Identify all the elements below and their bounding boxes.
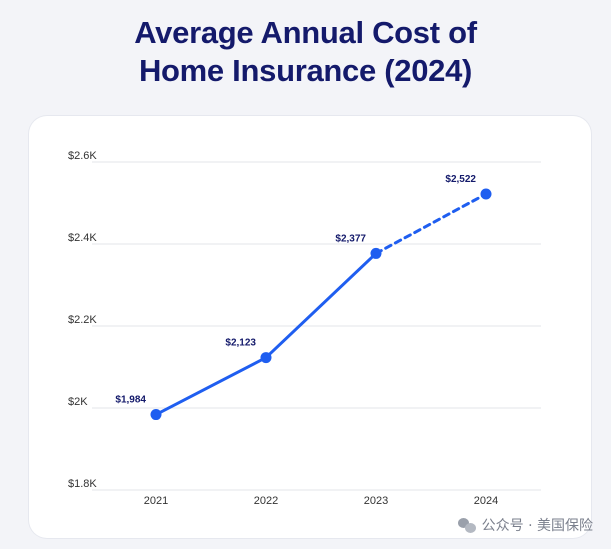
chart-title-line-2: Home Insurance (2024) — [138, 53, 473, 88]
x-tick-label: 2024 — [474, 495, 498, 507]
x-tick-label: 2023 — [364, 495, 388, 507]
y-tick-label: $2.2K — [68, 314, 97, 326]
y-tick-label: $2K — [68, 396, 88, 408]
chart-title: Average Annual Cost of Home Insurance (2… — [0, 14, 611, 90]
data-label: $2,522 — [445, 174, 476, 185]
watermark: 公众号 · 美国保险 — [457, 515, 593, 535]
data-label: $2,123 — [225, 338, 256, 349]
data-point — [480, 188, 492, 200]
y-tick-label: $2.6K — [68, 150, 97, 162]
chart-title-line-1: Average Annual Cost of — [134, 15, 477, 50]
x-tick-label: 2021 — [144, 495, 168, 507]
y-tick-label: $1.8K — [68, 478, 97, 490]
projected-line-segment — [374, 192, 488, 255]
x-tick-label: 2022 — [254, 495, 278, 507]
line-segment — [264, 251, 378, 360]
y-tick-label: $2.4K — [68, 232, 97, 244]
data-label: $2,377 — [335, 233, 366, 244]
line-segment — [154, 356, 268, 417]
data-point — [150, 409, 162, 421]
data-label: $1,984 — [115, 395, 146, 406]
wechat-icon — [457, 517, 476, 533]
chart-card — [29, 116, 591, 538]
data-point — [370, 247, 382, 259]
data-point — [260, 352, 272, 364]
watermark-text: 公众号 · 美国保险 — [481, 518, 593, 534]
